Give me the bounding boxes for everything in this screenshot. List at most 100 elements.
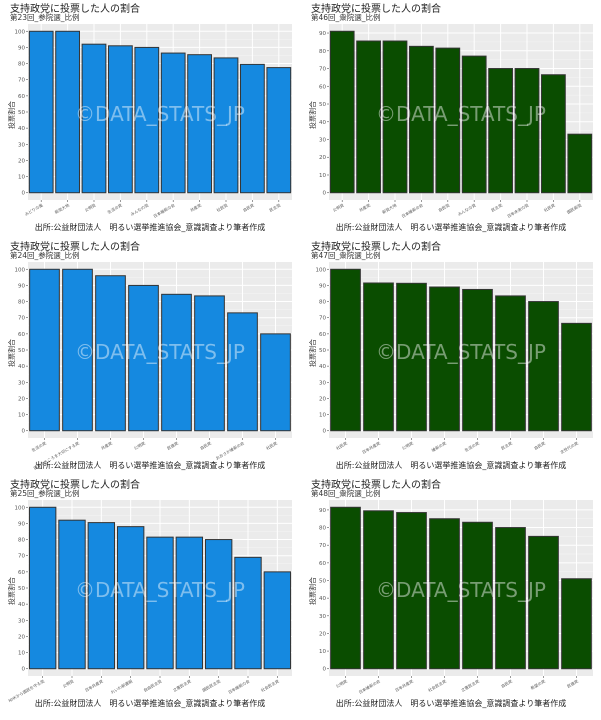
x-tick-label: 自民党 — [199, 440, 212, 451]
y-tick-label: 30 — [319, 138, 326, 144]
watermark: ©DATA_STATS_JP — [376, 340, 546, 364]
chart-title: 支持政党に投票した人の割合 — [10, 242, 140, 253]
source-caption: 出所:公益財団法人 明るい選挙推進協会_意識調査より筆者作成 — [335, 461, 567, 470]
bar — [567, 133, 593, 194]
y-tick-label: 50 — [18, 110, 25, 116]
x-tick-label: 日本未来の党 — [506, 202, 530, 219]
x-tick-label: 生活の党 — [463, 440, 480, 453]
y-tick-label: 30 — [319, 380, 326, 386]
bar — [194, 295, 225, 432]
bar — [330, 506, 361, 670]
bar — [363, 510, 394, 670]
y-tick-label: 70 — [319, 316, 326, 322]
bar — [161, 293, 192, 432]
y-tick-label: 50 — [319, 579, 326, 585]
bar — [356, 40, 381, 194]
chart-subtitle: 第47回_衆院選_比例 — [311, 251, 381, 260]
y-tick-label: 50 — [319, 102, 326, 108]
x-tick-label: 生活の党 — [30, 440, 47, 453]
bar — [429, 286, 460, 432]
x-tick-label: 国民新党 — [565, 202, 582, 215]
y-tick-label: 20 — [18, 158, 25, 164]
chart-title: 支持政党に投票した人の割合 — [10, 480, 140, 491]
x-tick-label: 公明党 — [133, 440, 146, 451]
bar — [28, 506, 57, 670]
bar — [528, 301, 559, 432]
x-tick-label: 社民党 — [215, 202, 228, 213]
bar — [62, 268, 93, 432]
bar — [204, 539, 233, 670]
x-tick-label: 自民党 — [242, 202, 255, 213]
chart-subtitle: 第25回_参院選_比例 — [10, 489, 80, 498]
y-tick-label: 10 — [319, 413, 326, 419]
y-tick-label: 0 — [22, 667, 26, 673]
bar — [488, 68, 513, 194]
y-tick-label: 50 — [18, 586, 25, 592]
bar — [81, 43, 107, 194]
y-tick-label: 80 — [319, 300, 326, 306]
bar — [363, 282, 394, 432]
source-caption: 出所:公益財団法人 明るい選挙推進協会_意識調査より筆者作成 — [34, 699, 266, 708]
x-tick-label: 日本共産党 — [361, 440, 381, 455]
y-tick-label: 40 — [18, 364, 25, 370]
y-tick-label: 30 — [18, 618, 25, 624]
bar — [514, 68, 540, 194]
x-tick-label: 社会民主党 — [260, 678, 280, 693]
y-tick-label: 10 — [18, 413, 25, 419]
y-tick-label: 100 — [15, 267, 26, 273]
bar — [160, 52, 186, 194]
watermark: ©DATA_STATS_JP — [75, 340, 245, 364]
bar — [435, 47, 461, 194]
bar — [561, 322, 592, 432]
y-axis-label: 投票割合 — [309, 577, 317, 605]
y-tick-label: 60 — [18, 332, 25, 338]
y-tick-label: 60 — [18, 94, 25, 100]
source-caption: 出所:公益財団法人 明るい選挙推進協会_意識調査より筆者作成 — [335, 699, 567, 708]
bar — [234, 556, 262, 670]
x-tick-label: みんなの党 — [129, 202, 149, 217]
bar — [462, 288, 493, 432]
x-tick-label: 次世代の党 — [559, 440, 579, 455]
x-tick-label: 日本維新の会 — [357, 678, 381, 695]
source-caption: 出所:公益財団法人 明るい選挙推進協会_意識調査より筆者作成 — [34, 223, 266, 232]
y-tick-label: 10 — [319, 173, 326, 179]
y-tick-label: 50 — [319, 348, 326, 354]
x-tick-label: 民主党 — [500, 440, 513, 451]
bar — [396, 512, 427, 670]
x-tick-label: 公明党 — [331, 202, 344, 213]
x-tick-label: 国民民主党 — [201, 678, 221, 693]
bar — [128, 284, 159, 432]
x-tick-label: 日本共産党 — [84, 678, 104, 693]
chart-subtitle: 第48回_衆院選_比例 — [311, 489, 381, 498]
y-tick-label: 40 — [18, 126, 25, 132]
y-tick-label: 30 — [319, 614, 326, 620]
x-tick-label: 公明党 — [335, 678, 348, 689]
y-tick-label: 10 — [18, 651, 25, 657]
y-tick-label: 20 — [319, 631, 326, 637]
x-tick-label: 日本共産党 — [394, 678, 414, 693]
x-tick-label: 社民党 — [335, 440, 348, 451]
chart-title: 支持政党に投票した人の割合 — [311, 242, 441, 253]
y-tick-label: 40 — [319, 364, 326, 370]
y-tick-label: 50 — [18, 348, 25, 354]
bar — [266, 67, 292, 194]
x-tick-label: 公明党 — [83, 202, 96, 213]
chart-panel: 0 10 20 30 40 50 60 70 80 90 100 社民党 日本共産党 公明党 維新の党 生活の… — [301, 238, 601, 476]
x-tick-label: 自民党 — [533, 440, 546, 451]
y-tick-label: 80 — [18, 538, 25, 544]
bar — [409, 45, 434, 194]
bar — [58, 519, 86, 670]
source-caption: 出所:公益財団法人 明るい選挙推進協会_意識調査より筆者作成 — [34, 461, 266, 470]
y-tick-label: 0 — [22, 429, 26, 435]
x-tick-label: みどりの風 — [23, 202, 43, 217]
x-tick-label: 社民党 — [543, 202, 556, 213]
x-tick-label: 社会民主党 — [427, 678, 447, 693]
x-tick-label: 民主党 — [268, 202, 281, 213]
y-tick-label: 80 — [18, 62, 25, 68]
y-tick-label: 20 — [319, 396, 326, 402]
bar — [175, 536, 204, 670]
x-tick-label: 維新の党 — [430, 440, 447, 453]
x-tick-label: 立憲民主党 — [460, 678, 480, 693]
watermark: ©DATA_STATS_JP — [376, 578, 546, 602]
chart-title: 支持政党に投票した人の割合 — [311, 480, 441, 491]
